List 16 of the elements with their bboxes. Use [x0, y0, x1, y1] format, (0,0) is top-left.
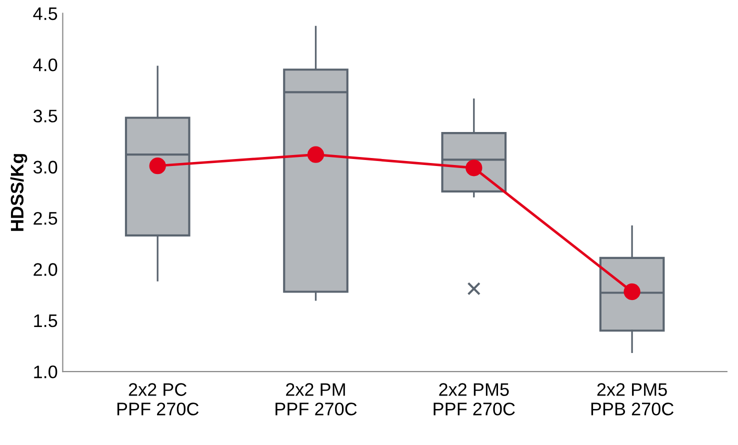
x-tick-label: 2x2 PM PPF 270C — [276, 383, 357, 416]
x-tick-label: 2x2 PM5 PPB 270C — [591, 383, 674, 416]
y-axis-title: HDSS/Kg — [10, 154, 28, 231]
y-tick-label: 1.0 — [34, 366, 58, 378]
y-tick-label: 2.5 — [34, 212, 58, 225]
point — [307, 146, 324, 163]
y-tick-label: 4.5 — [33, 7, 58, 20]
y-tick-label: 2.0 — [34, 263, 58, 276]
y-tick-label: 3.5 — [33, 110, 58, 122]
point — [149, 158, 166, 174]
point — [624, 283, 640, 300]
x-tick-label: 2x2 PC PPF 270C — [117, 383, 199, 416]
x-tick-label: 2x2 PM5 PPF 270C — [434, 383, 515, 416]
y-tick-label: 4.0 — [33, 58, 58, 72]
y-tick-label: 1.5 — [34, 314, 58, 328]
y-tick-label: 3.0 — [33, 160, 58, 174]
